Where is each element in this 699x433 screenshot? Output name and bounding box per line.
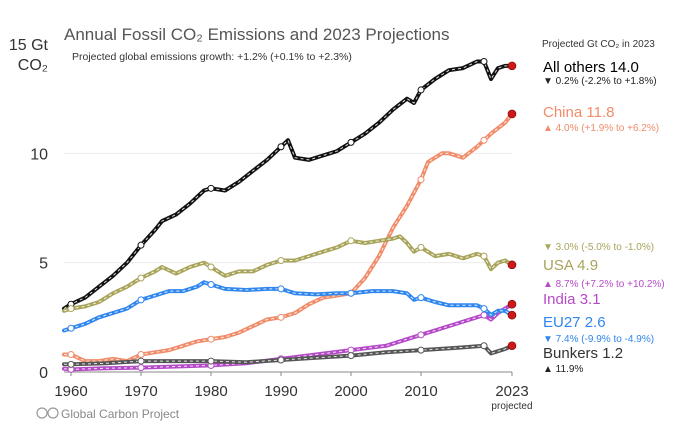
projected-label: projected [491, 401, 532, 412]
data-point [137, 351, 145, 359]
data-point [137, 364, 145, 372]
legend-name: China 11.8 [543, 104, 614, 121]
x-tick-label: 1980 [194, 383, 227, 400]
legend-change: ▼ 3.0% (-5.0% to -1.0%) [543, 242, 654, 253]
y-tick-label: 10 [30, 146, 48, 163]
legend: All others 14.0▼ 0.2% (-2.2% to +1.8%) Ch… [543, 59, 665, 375]
x-tick-label: 2023 [495, 383, 528, 400]
series-all-others [62, 57, 517, 311]
y-axis-label-top: 15 Gt [9, 37, 49, 54]
series-usa [62, 234, 517, 313]
series-line-highlight [64, 345, 513, 365]
legend-change: ▲ 11.9% [543, 364, 583, 375]
credit-text: Global Carbon Project [61, 407, 180, 421]
data-point [277, 356, 285, 364]
series-line-highlight [63, 61, 512, 310]
credit: Global Carbon Project [36, 407, 180, 421]
data-point [480, 311, 488, 319]
data-point [417, 86, 425, 94]
series-line [62, 59, 514, 311]
legend-change: ▼ 0.2% (-2.2% to +1.8%) [543, 76, 657, 87]
x-ticks: 1960 1970 1980 1990 2000 2010 2023 [54, 371, 529, 400]
data-point [347, 237, 355, 245]
data-point [347, 289, 355, 297]
projection-point [507, 109, 517, 119]
data-point [67, 305, 75, 313]
projection-point [507, 61, 517, 71]
data-point [417, 331, 425, 339]
series-line [62, 112, 514, 364]
data-point [277, 313, 285, 321]
series-line-highlight [63, 303, 513, 370]
y-axis-label-unit: CO₂ [18, 57, 48, 74]
data-point [347, 352, 355, 360]
data-point [207, 281, 215, 289]
projection-point [507, 260, 517, 270]
data-point [417, 346, 425, 354]
data-point [417, 243, 425, 251]
data-point [137, 241, 145, 249]
plot-area [62, 57, 517, 373]
data-point [207, 184, 215, 192]
data-point [137, 357, 145, 365]
data-point [480, 252, 488, 260]
data-point [207, 357, 215, 365]
series-india [62, 299, 517, 373]
y-tick-label: 5 [39, 256, 48, 273]
x-tick-label: 1970 [124, 383, 157, 400]
legend-name: USA 4.9 [543, 257, 598, 274]
legend-change: ▲ 8.7% (+7.2% to +10.2%) [543, 279, 665, 290]
x-tick-label: 2010 [404, 383, 437, 400]
y-tick-label: 0 [39, 365, 48, 382]
data-point [207, 263, 215, 271]
data-point [480, 305, 488, 313]
series-bunkers [62, 341, 517, 368]
projection-point [507, 341, 517, 351]
legend-change: ▼ 7.4% (-9.9% to -4.9%) [543, 334, 654, 345]
data-point [417, 294, 425, 302]
chart-subtitle: Projected global emissions growth: +1.2%… [72, 51, 352, 63]
legend-name: EU27 2.6 [543, 314, 606, 331]
series-line-highlight [64, 113, 513, 362]
projection-point [507, 299, 517, 309]
series-eu27 [62, 280, 517, 333]
x-tick-label: 2000 [334, 383, 367, 400]
data-point [67, 324, 75, 332]
data-point [277, 285, 285, 293]
data-point [347, 138, 355, 146]
x-tick-label: 1990 [264, 383, 297, 400]
x-tick-label: 1960 [54, 383, 87, 400]
by-icon [47, 407, 59, 419]
data-point [207, 335, 215, 343]
chart-title: Annual Fossil CO₂ Emissions and 2023 Pro… [64, 25, 450, 44]
legend-change: ▲ 4.0% (+1.9% to +6.2%) [543, 123, 659, 134]
series-line-highlight [63, 281, 513, 331]
data-point [480, 57, 488, 65]
legend-name: All others 14.0 [543, 59, 639, 76]
series-line-highlight [63, 235, 513, 312]
data-point [480, 342, 488, 350]
projection-point [507, 310, 517, 320]
legend-name: Bunkers 1.2 [543, 345, 623, 362]
data-point [480, 136, 488, 144]
series-line [62, 280, 514, 333]
legend-name: India 3.1 [543, 291, 601, 308]
data-point [137, 296, 145, 304]
data-point [67, 351, 75, 359]
data-point [277, 256, 285, 264]
series-line [62, 234, 514, 313]
legend-header: Projected Gt CO₂ in 2023 [542, 39, 655, 50]
data-point [277, 143, 285, 151]
data-point [417, 176, 425, 184]
data-point [67, 360, 75, 368]
data-point [137, 274, 145, 282]
cc-icon [36, 407, 48, 419]
